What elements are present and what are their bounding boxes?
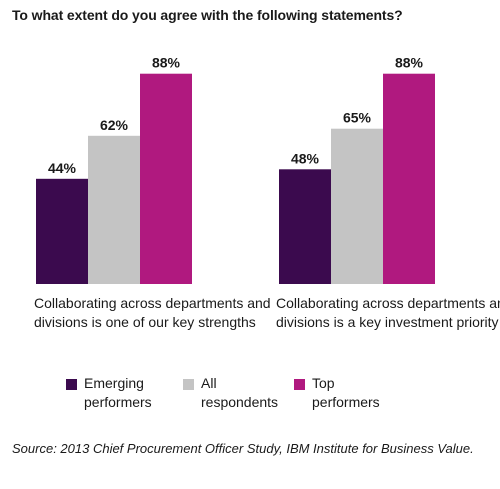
legend-swatch-top — [294, 379, 305, 390]
bar-top-performers-0 — [140, 73, 192, 284]
source-note: Source: 2013 Chief Procurement Officer S… — [12, 441, 474, 456]
bar-emerging-performers-1 — [279, 169, 331, 284]
category-label-investment-priority: Collaborating across departments and div… — [276, 295, 500, 330]
data-label: 65% — [343, 110, 372, 126]
legend-label-line2: performers — [84, 394, 152, 410]
data-label: 44% — [48, 160, 77, 176]
bar-all-respondents-0 — [88, 135, 140, 284]
data-label: 88% — [395, 55, 424, 71]
legend-label: Emerging performers — [84, 374, 204, 412]
legend-swatch-all — [183, 379, 194, 390]
legend-label: All respondents — [201, 374, 321, 412]
data-label: 62% — [100, 117, 129, 133]
legend-label-line1: Emerging — [84, 375, 144, 391]
data-label: 48% — [291, 150, 320, 166]
bar-emerging-performers-0 — [36, 178, 88, 284]
legend-swatch-emerging — [66, 379, 77, 390]
data-label: 88% — [152, 55, 181, 71]
legend-label-line1: All — [201, 375, 217, 391]
bar-all-respondents-1 — [331, 128, 383, 284]
legend-label-line2: respondents — [201, 394, 279, 410]
legend-label-line2: performers — [312, 394, 380, 410]
category-label-key-strengths: Collaborating across departments and div… — [34, 295, 271, 330]
legend-label-line1: Top — [312, 375, 335, 391]
bar-top-performers-1 — [383, 73, 435, 284]
legend-label: Top performers — [312, 374, 432, 412]
legend: Emerging performers All respondents Top … — [66, 374, 466, 414]
chart-title: To what extent do you agree with the fol… — [12, 7, 403, 23]
